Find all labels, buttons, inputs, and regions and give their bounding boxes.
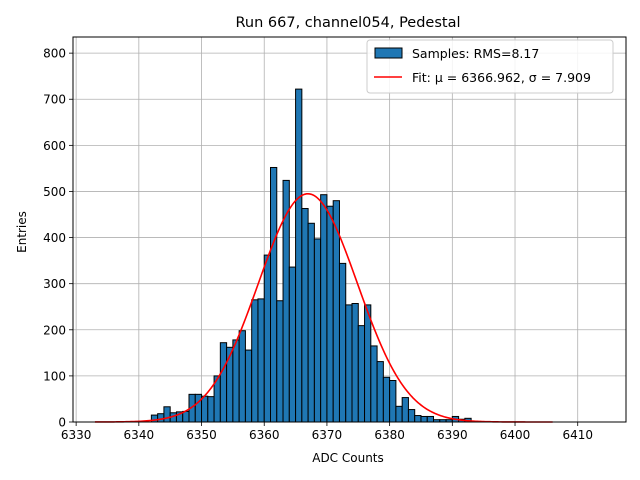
histogram-bar bbox=[414, 415, 422, 423]
histogram-bar bbox=[357, 325, 366, 423]
y-axis-label: Entries bbox=[15, 211, 29, 253]
x-tick-label: 6400 bbox=[500, 428, 531, 442]
y-tick-label: 800 bbox=[43, 47, 66, 61]
y-tick-label: 0 bbox=[58, 416, 66, 430]
histogram-bar bbox=[263, 254, 272, 423]
x-axis-ticks: 6330 6340 6350 6360 6370 6380 6390 6400 6410 bbox=[61, 422, 593, 442]
histogram-bar bbox=[251, 299, 259, 423]
histogram-bar bbox=[389, 380, 397, 423]
histogram-bar bbox=[201, 395, 209, 423]
y-tick-label: 400 bbox=[43, 231, 66, 245]
histogram-bars bbox=[150, 88, 472, 423]
histogram-bar bbox=[257, 298, 265, 423]
x-tick-label: 6410 bbox=[562, 428, 593, 442]
histogram-bar bbox=[307, 222, 315, 423]
histogram-bar bbox=[382, 376, 391, 423]
histogram-bar bbox=[326, 205, 334, 423]
histogram-bar bbox=[395, 405, 403, 423]
histogram-bar bbox=[320, 194, 328, 423]
histogram-bar bbox=[219, 342, 228, 423]
gaussian-fit-curve bbox=[94, 192, 553, 423]
y-tick-label: 700 bbox=[43, 93, 66, 107]
x-tick-label: 6380 bbox=[374, 428, 405, 442]
histogram-bar bbox=[295, 88, 303, 423]
histogram-bar bbox=[194, 393, 203, 423]
chart-title: Run 667, channel054, Pedestal bbox=[235, 15, 460, 31]
histogram-bar bbox=[288, 266, 297, 423]
histogram-bar bbox=[364, 304, 372, 423]
x-tick-label: 6350 bbox=[186, 428, 217, 442]
fit-curve-layer bbox=[94, 192, 553, 423]
x-axis-label: ADC Counts bbox=[312, 451, 384, 465]
histogram-bar bbox=[351, 303, 359, 423]
histogram-bar bbox=[232, 339, 240, 423]
x-tick-label: 6360 bbox=[249, 428, 280, 442]
y-tick-label: 600 bbox=[43, 139, 66, 153]
histogram-bar bbox=[182, 410, 190, 423]
histogram-bar bbox=[157, 413, 165, 423]
histogram-bar bbox=[407, 409, 416, 423]
histogram-bar bbox=[276, 300, 284, 423]
y-tick-label: 100 bbox=[43, 369, 66, 383]
histogram-bar bbox=[426, 415, 435, 423]
histogram-bar bbox=[207, 396, 215, 423]
legend: Samples: RMS=8.17 Fit: μ = 6366.962, σ =… bbox=[366, 39, 614, 94]
legend-fit-label: Fit: μ = 6366.962, σ = 7.909 bbox=[412, 70, 591, 85]
histogram-bar bbox=[420, 415, 428, 423]
legend-box bbox=[366, 39, 614, 94]
x-tick-label: 6370 bbox=[312, 428, 343, 442]
histogram-bar bbox=[376, 361, 384, 423]
histogram-bar bbox=[370, 345, 378, 423]
x-tick-label: 6390 bbox=[437, 428, 468, 442]
histogram-bar bbox=[244, 349, 253, 423]
histogram-bar bbox=[345, 304, 353, 423]
legend-histogram-swatch bbox=[374, 47, 403, 59]
histogram-bar bbox=[226, 346, 234, 423]
histogram-bar bbox=[301, 208, 309, 423]
y-axis-ticks: 0 100 200 300 400 500 600 700 800 bbox=[43, 47, 73, 430]
x-tick-label: 6330 bbox=[61, 428, 92, 442]
plot-frame bbox=[72, 36, 627, 423]
histogram-bar bbox=[282, 179, 290, 423]
legend-histogram-label: Samples: RMS=8.17 bbox=[412, 46, 539, 61]
histogram-bar bbox=[238, 330, 246, 423]
y-tick-label: 200 bbox=[43, 323, 66, 337]
y-tick-label: 500 bbox=[43, 185, 66, 199]
histogram-bar bbox=[338, 262, 347, 423]
histogram-bar bbox=[163, 406, 171, 423]
histogram-bar bbox=[401, 397, 409, 423]
y-tick-label: 300 bbox=[43, 277, 66, 291]
histogram-bar bbox=[313, 238, 322, 423]
histogram-bar bbox=[270, 166, 278, 423]
x-tick-label: 6340 bbox=[124, 428, 155, 442]
